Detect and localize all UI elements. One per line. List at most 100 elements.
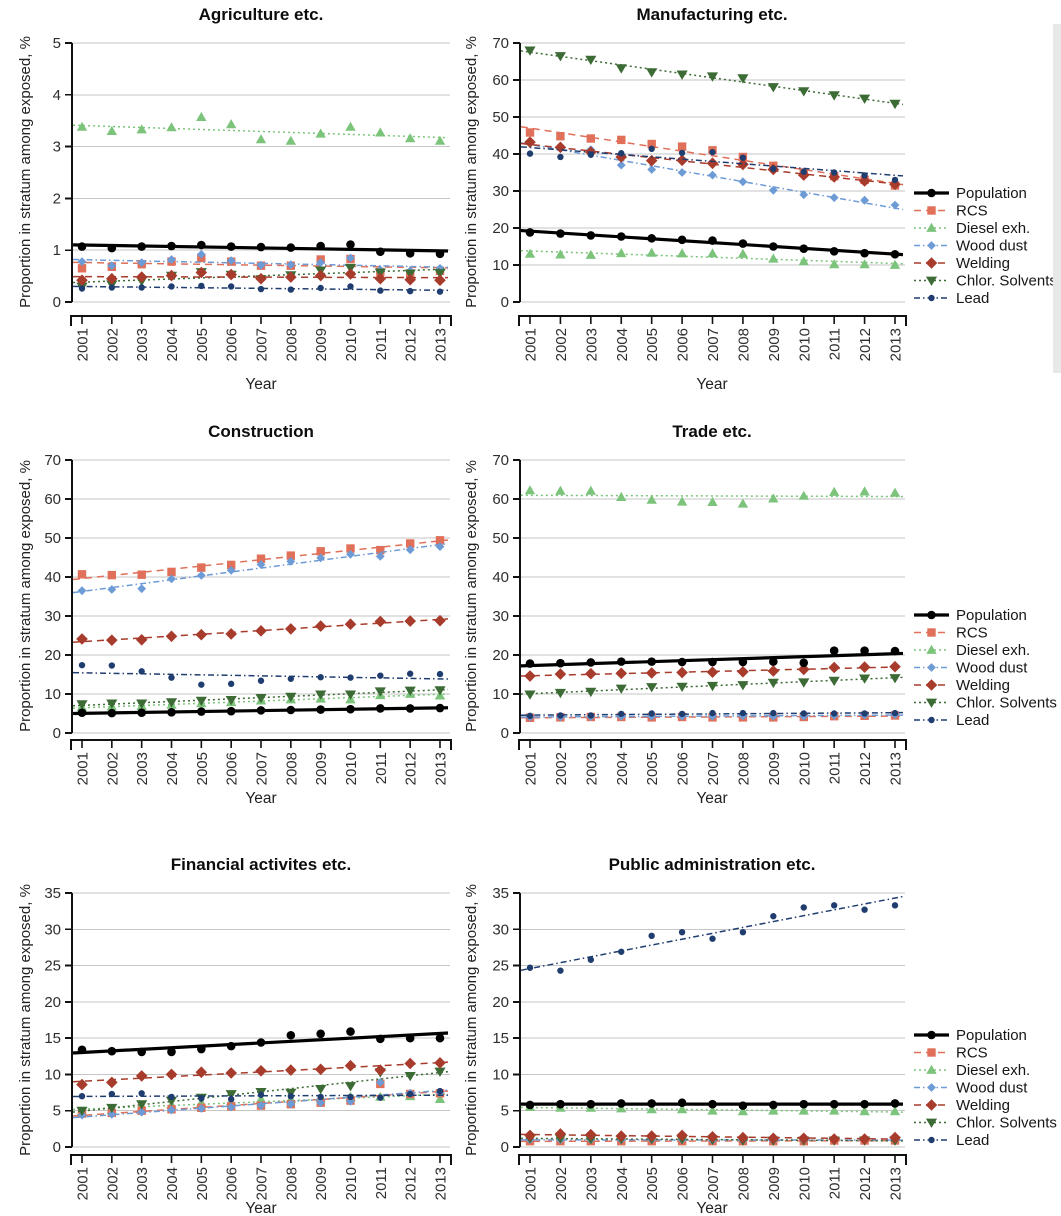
legend-item-wood: Wood dust <box>914 1080 1028 1097</box>
series-welding <box>73 1057 449 1091</box>
y-tick-label: 0 <box>501 294 509 311</box>
x-tick-label: 2009 <box>313 752 330 785</box>
x-axis: 2001 2002 2003 2004 2005 2006 2007 2008 2009 2010… <box>518 315 907 361</box>
x-tick-label: 2001 <box>75 1167 92 1200</box>
y-tick-label: 20 <box>44 647 61 664</box>
y-tick-label: 5 <box>53 35 61 52</box>
y-axis: 0 5 10 15 20 25 30 35 <box>44 885 73 1156</box>
x-tick-label: 2011 <box>827 328 844 360</box>
x-tick-label: 2009 <box>313 1167 330 1200</box>
y-tick-label: 25 <box>492 958 509 975</box>
x-tick-label: 2012 <box>403 1167 420 1200</box>
panel-agriculture: 0 1 2 3 4 5 2001 2002 2003 2004 2005 2006 2007 2008 20… <box>0 0 460 400</box>
series-lead <box>73 1087 449 1103</box>
panel-construction: 0 10 20 30 40 50 60 70 2001 2002 2003 2004 2005 2006 2… <box>0 400 460 815</box>
y-axis-label: Proportion in stratum among exposed, % <box>17 36 34 308</box>
x-axis: 2001 2002 2003 2004 2005 2006 2007 2008 2009 2010… <box>70 315 452 361</box>
x-tick-label: 2006 <box>675 752 692 785</box>
x-tick-label: 2005 <box>194 752 211 785</box>
gridlines <box>520 892 905 1148</box>
x-tick-label: 2006 <box>675 1167 692 1200</box>
legend-item-welding: Welding <box>914 255 1010 272</box>
x-tick-label: 2011 <box>827 1167 844 1199</box>
series-population <box>520 1098 904 1110</box>
x-tick-label: 2007 <box>254 328 271 361</box>
y-tick-label: 0 <box>501 1139 509 1156</box>
chart-title-financial: Financial activites etc. <box>171 855 351 874</box>
x-tick-label: 2007 <box>254 752 271 785</box>
x-tick-label: 2008 <box>283 328 300 361</box>
x-tick-label: 2002 <box>553 328 570 361</box>
x-tick-label: 2011 <box>373 1167 390 1199</box>
panel-manufacturing: 0 10 20 30 40 50 60 70 2001 2002 2003 2004 2005 2006 2… <box>460 0 1061 400</box>
legend-label-chlor: Chlor. Solvents <box>956 273 1057 290</box>
x-tick-label: 2009 <box>313 328 330 361</box>
y-tick-label: 30 <box>44 608 61 625</box>
y-tick-label: 40 <box>492 146 509 163</box>
legend-item-lead: Lead <box>914 290 989 307</box>
series-population <box>73 703 449 718</box>
x-tick-label: 2008 <box>735 1167 752 1200</box>
legend-item-rcs: RCS <box>914 1045 988 1062</box>
x-tick-label: 2004 <box>164 752 181 785</box>
series-lead <box>520 895 904 974</box>
x-tick-label: 2013 <box>888 1167 905 1200</box>
legend-item-welding: Welding <box>914 677 1010 694</box>
series-welding <box>73 266 449 286</box>
legend-item-chlor: Chlor. Solvents <box>914 273 1057 290</box>
series-diesel <box>520 485 904 508</box>
chart-title-public-administration: Public administration etc. <box>609 855 816 874</box>
x-axis-label: Year <box>245 1200 276 1216</box>
y-tick-label: 50 <box>492 530 509 547</box>
x-tick-label: 2002 <box>104 328 121 361</box>
legend-item-rcs: RCS <box>914 625 988 642</box>
series-wood <box>72 542 449 596</box>
chart-title-agriculture: Agriculture etc. <box>199 5 324 24</box>
x-tick-label: 2004 <box>614 1167 631 1200</box>
x-tick-label: 2007 <box>254 1167 271 1200</box>
x-tick-label: 2001 <box>523 752 540 785</box>
y-tick-label: 10 <box>44 686 61 703</box>
x-tick-label: 2010 <box>796 1167 813 1200</box>
x-axis: 2001 2002 2003 2004 2005 2006 2007 2008 2009 2010… <box>518 1154 907 1200</box>
x-tick-label: 2012 <box>857 1167 874 1200</box>
x-tick-label: 2011 <box>373 752 390 784</box>
y-axis: 0 5 10 15 20 25 30 35 <box>492 885 521 1156</box>
legend-item-wood: Wood dust <box>914 238 1028 255</box>
legend-label-lead: Lead <box>956 1132 989 1149</box>
x-axis: 2001 2002 2003 2004 2005 2006 2007 2008 2009 2010… <box>518 739 907 785</box>
series-population <box>72 1027 449 1057</box>
series-welding <box>520 660 904 682</box>
series-welding <box>520 1128 904 1145</box>
legend-item-rcs: RCS <box>914 203 988 220</box>
x-tick-label: 2006 <box>224 752 241 785</box>
legend-label-wood: Wood dust <box>956 238 1028 255</box>
legend-label-rcs: RCS <box>956 625 988 642</box>
x-tick-label: 2002 <box>104 1167 121 1200</box>
series-lead <box>520 145 904 184</box>
x-tick-label: 2010 <box>343 752 360 785</box>
legend-label-lead: Lead <box>956 290 989 307</box>
x-tick-label: 2004 <box>164 328 181 361</box>
legend-item-population: Population <box>914 1027 1027 1044</box>
x-axis: 2001 2002 2003 2004 2005 2006 2007 2008 2009 2010… <box>70 739 452 785</box>
series-wood <box>73 249 449 276</box>
y-tick-label: 5 <box>501 1103 509 1120</box>
series-chlor <box>520 46 904 110</box>
x-axis-label: Year <box>696 376 727 393</box>
x-tick-label: 2003 <box>134 752 151 785</box>
y-tick-label: 20 <box>492 647 509 664</box>
y-axis: 0 10 20 30 40 50 60 70 <box>44 452 73 742</box>
x-tick-label: 2009 <box>766 1167 783 1200</box>
x-tick-label: 2003 <box>134 328 151 361</box>
legend-item-diesel: Diesel exh. <box>914 220 1030 237</box>
x-tick-label: 2013 <box>433 752 450 785</box>
panel-financial: 0 5 10 15 20 25 30 35 2001 2002 2003 2004 2005 2006 20… <box>0 815 460 1216</box>
